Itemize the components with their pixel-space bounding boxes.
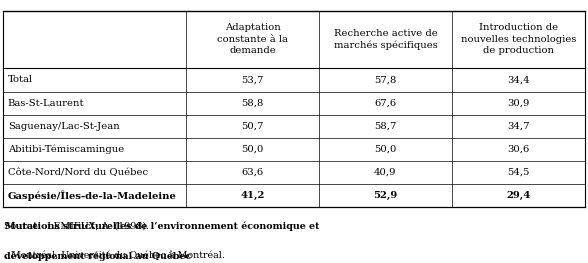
Text: Bas-St-Laurent: Bas-St-Laurent [8,99,84,108]
Text: 50,7: 50,7 [242,122,264,131]
Text: Côte-Nord/Nord du Québec: Côte-Nord/Nord du Québec [8,168,148,177]
Text: 63,6: 63,6 [242,168,264,177]
Text: Recherche active de
marchés spécifiques: Recherche active de marchés spécifiques [333,29,437,50]
Text: 53,7: 53,7 [242,75,264,84]
Text: Total: Total [8,75,33,84]
Text: 57,8: 57,8 [374,75,396,84]
Text: 67,6: 67,6 [375,99,396,108]
Text: 34,4: 34,4 [507,75,530,84]
Text: 50,0: 50,0 [374,145,396,154]
Text: Abitibi-Témiscamingue: Abitibi-Témiscamingue [8,145,124,154]
Text: Adaptation
constante à la
demande: Adaptation constante à la demande [217,23,288,55]
Text: Gaspésie/Îles-de-la-Madeleine: Gaspésie/Îles-de-la-Madeleine [8,190,176,201]
Text: 41,2: 41,2 [240,191,265,200]
Text: Introduction de
nouvelles technologies
de production: Introduction de nouvelles technologies d… [461,23,576,55]
Text: 30,9: 30,9 [507,99,530,108]
Text: 50,0: 50,0 [242,145,264,154]
Text: Saguenay/Lac-St-Jean: Saguenay/Lac-St-Jean [8,122,119,131]
Text: . Montréal, Université du Québec à Montréal.: . Montréal, Université du Québec à Montr… [5,252,225,261]
Text: 58,7: 58,7 [374,122,396,131]
Text: développement régional au Québec: développement régional au Québec [4,252,191,261]
Text: 34,7: 34,7 [507,122,530,131]
Text: Source:  LEMIEUX, A. (1998).: Source: LEMIEUX, A. (1998). [4,222,155,231]
Text: 40,9: 40,9 [374,168,397,177]
Text: 52,9: 52,9 [373,191,397,200]
Text: Mutations structurelles de l’environnement économique et: Mutations structurelles de l’environneme… [5,222,320,231]
Text: 58,8: 58,8 [242,99,264,108]
Text: 54,5: 54,5 [507,168,530,177]
Text: 30,6: 30,6 [507,145,530,154]
Text: 29,4: 29,4 [506,191,530,200]
